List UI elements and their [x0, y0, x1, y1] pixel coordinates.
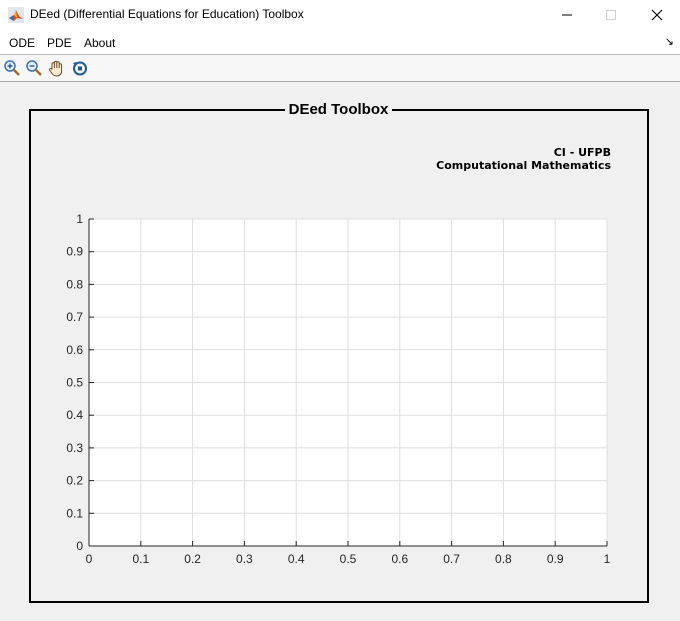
x-tick-label-0: 0 [86, 552, 93, 566]
title-bar: DEed (Differential Equations for Educati… [0, 0, 680, 30]
x-tick-label-9: 0.9 [547, 552, 564, 566]
x-tick-label-5: 0.5 [340, 552, 357, 566]
y-tick-label-0: 0 [76, 539, 83, 553]
x-tick-label-1: 0.1 [132, 552, 149, 566]
menu-bar: ODE PDE About ↘ [0, 30, 680, 55]
y-tick-label-5: 0.5 [66, 376, 83, 390]
x-tick-label-7: 0.7 [443, 552, 460, 566]
y-tick-label-7: 0.7 [66, 310, 83, 324]
menu-arrow-icon[interactable]: ↘ [664, 36, 674, 48]
zoom-in-icon[interactable] [2, 58, 22, 78]
matlab-icon [8, 7, 24, 23]
y-tick-label-10: 1 [76, 212, 83, 226]
y-tick-label-8: 0.8 [66, 277, 83, 291]
y-tick-label-9: 0.9 [66, 245, 83, 259]
x-tick-label-6: 0.6 [391, 552, 408, 566]
pan-hand-icon[interactable] [47, 58, 67, 78]
menu-item-pde[interactable]: PDE [47, 36, 72, 50]
y-tick-label-6: 0.6 [66, 343, 83, 357]
credit-line-1: CI - UFPB [553, 146, 611, 159]
menu-item-about[interactable]: About [84, 36, 116, 50]
y-tick-label-4: 0.4 [66, 408, 83, 422]
minimize-icon [562, 14, 572, 16]
x-tick-label-2: 0.2 [184, 552, 201, 566]
close-icon [651, 9, 663, 21]
toolbar [0, 55, 680, 82]
menu-item-ode[interactable]: ODE [9, 36, 36, 50]
rotate-icon[interactable] [70, 58, 90, 78]
minimize-button[interactable] [544, 0, 590, 30]
x-tick-label-3: 0.3 [236, 552, 253, 566]
maximize-button[interactable] [588, 0, 634, 30]
zoom-out-icon[interactable] [24, 58, 44, 78]
x-tick-label-8: 0.8 [495, 552, 512, 566]
y-tick-label-2: 0.2 [66, 474, 83, 488]
y-tick-label-3: 0.3 [66, 441, 83, 455]
credit-line-2: Computational Mathematics [436, 159, 611, 172]
x-tick-label-10: 1 [604, 552, 611, 566]
close-button[interactable] [634, 0, 680, 30]
y-tick-label-1: 0.1 [66, 506, 83, 520]
window-title: DEed (Differential Equations for Educati… [30, 7, 304, 21]
x-tick-label-4: 0.4 [288, 552, 305, 566]
maximize-icon [606, 10, 616, 20]
